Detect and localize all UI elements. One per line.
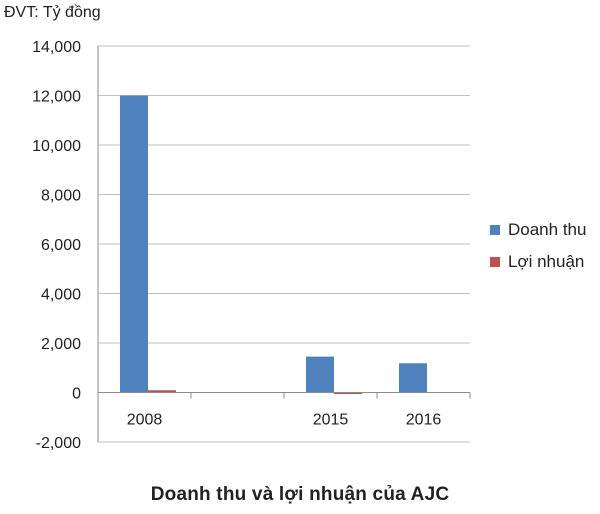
y-tick-label: 10,000	[32, 138, 81, 155]
bars	[120, 95, 427, 394]
bar-revenue-2015	[306, 356, 334, 393]
legend-swatch-revenue	[490, 225, 500, 235]
x-tick-label: 2015	[313, 412, 349, 429]
y-tick-label: -2,000	[36, 435, 81, 452]
y-tick-label: 12,000	[32, 89, 81, 106]
tick-labels: -2,000 0 2,000 4,000 6,000 8,000 10,000 12,000 1…	[32, 39, 441, 452]
bar-chart: -2,000 0 2,000 4,000 6,000 8,000 10,000 12,000 1…	[32, 39, 471, 452]
y-tick-label: 4,000	[41, 287, 81, 304]
y-tick-label: 0	[72, 386, 81, 403]
unit-label: ĐVT: Tỷ đồng	[4, 4, 101, 21]
legend-item-revenue: Doanh thu	[490, 218, 586, 242]
legend-label-revenue: Doanh thu	[508, 220, 587, 239]
y-tick-label: 2,000	[41, 336, 81, 353]
y-tick-label: 6,000	[41, 237, 81, 254]
y-tick-label: 8,000	[41, 188, 81, 205]
legend-swatch-profit	[490, 257, 500, 267]
legend: Doanh thu Lợi nhuận	[490, 218, 586, 282]
chart-title: Doanh thu và lợi nhuận của AJC	[150, 484, 450, 505]
y-tick-label: 14,000	[32, 39, 81, 56]
bar-revenue-2016	[399, 363, 427, 393]
bar-revenue-2008	[120, 95, 148, 393]
x-tick-label: 2008	[127, 412, 163, 429]
bar-profit-2008	[148, 390, 176, 393]
bar-profit-2015	[334, 392, 362, 394]
legend-label-profit: Lợi nhuận	[508, 252, 585, 271]
x-tick-label: 2016	[406, 412, 442, 429]
legend-item-profit: Lợi nhuận	[490, 250, 586, 274]
axes	[97, 46, 471, 442]
